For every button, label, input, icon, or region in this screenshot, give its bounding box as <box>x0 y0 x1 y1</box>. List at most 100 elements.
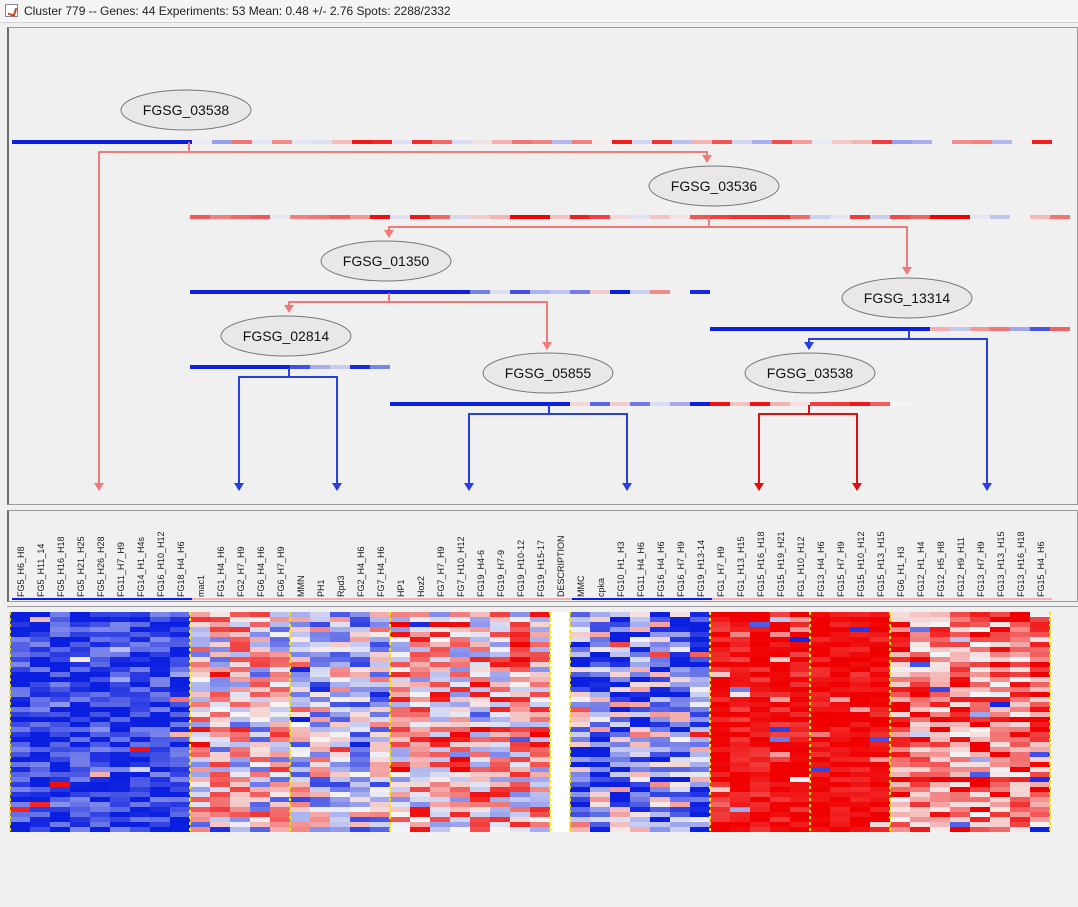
heatmap-cell[interactable] <box>830 777 850 782</box>
heatmap-cell[interactable] <box>770 677 790 682</box>
heatmap-cell[interactable] <box>450 737 470 742</box>
heatmap-cell[interactable] <box>130 732 150 737</box>
heatmap-cell[interactable] <box>730 677 750 682</box>
heatmap-cell[interactable] <box>310 827 330 832</box>
heatmap-cell[interactable] <box>550 632 570 637</box>
heatmap-cell[interactable] <box>910 632 930 637</box>
heatmap-cell[interactable] <box>830 802 850 807</box>
heatmap-cell[interactable] <box>770 642 790 647</box>
heatmap-cell[interactable] <box>930 687 950 692</box>
heatmap-cell[interactable] <box>110 677 130 682</box>
heatmap-cell[interactable] <box>910 722 930 727</box>
heatmap-cell[interactable] <box>750 782 770 787</box>
heatmap-cell[interactable] <box>70 722 90 727</box>
heatmap-cell[interactable] <box>670 717 690 722</box>
heatmap-cell[interactable] <box>290 722 310 727</box>
heatmap-cell[interactable] <box>190 827 210 832</box>
heatmap-cell[interactable] <box>50 787 70 792</box>
heatmap-cell[interactable] <box>690 612 710 617</box>
heatmap-cell[interactable] <box>610 662 630 667</box>
heatmap-cell[interactable] <box>850 647 870 652</box>
heatmap-cell[interactable] <box>1010 822 1030 827</box>
heatmap-cell[interactable] <box>290 757 310 762</box>
heatmap-cell[interactable] <box>970 727 990 732</box>
heatmap-cell[interactable] <box>10 777 30 782</box>
heatmap-cell[interactable] <box>830 627 850 632</box>
heatmap-cell[interactable] <box>570 627 590 632</box>
heatmap-cell[interactable] <box>1030 702 1050 707</box>
heatmap-cell[interactable] <box>110 682 130 687</box>
heatmap-cell[interactable] <box>850 617 870 622</box>
heatmap-cell[interactable] <box>1010 647 1030 652</box>
heatmap-cell[interactable] <box>610 612 630 617</box>
heatmap-cell[interactable] <box>570 727 590 732</box>
heatmap-cell[interactable] <box>1030 782 1050 787</box>
heatmap-cell[interactable] <box>890 722 910 727</box>
heatmap-cell[interactable] <box>970 657 990 662</box>
heatmap-cell[interactable] <box>670 712 690 717</box>
heatmap-cell[interactable] <box>90 762 110 767</box>
heatmap-cell[interactable] <box>250 737 270 742</box>
heatmap-cell[interactable] <box>870 732 890 737</box>
heatmap-cell[interactable] <box>530 687 550 692</box>
heatmap-cell[interactable] <box>850 732 870 737</box>
heatmap-cell[interactable] <box>590 652 610 657</box>
heatmap-cell[interactable] <box>750 702 770 707</box>
heatmap-cell[interactable] <box>650 777 670 782</box>
heatmap-cell[interactable] <box>70 787 90 792</box>
heatmap-cell[interactable] <box>750 792 770 797</box>
heatmap-cell[interactable] <box>730 752 750 757</box>
heatmap-cell[interactable] <box>910 737 930 742</box>
heatmap-cell[interactable] <box>950 727 970 732</box>
heatmap-cell[interactable] <box>890 742 910 747</box>
heatmap-cell[interactable] <box>430 757 450 762</box>
heatmap-cell[interactable] <box>1010 682 1030 687</box>
heatmap-cell[interactable] <box>970 652 990 657</box>
heatmap-cell[interactable] <box>110 782 130 787</box>
heatmap-cell[interactable] <box>790 642 810 647</box>
heatmap-cell[interactable] <box>430 617 450 622</box>
heatmap-cell[interactable] <box>430 772 450 777</box>
heatmap-cell[interactable] <box>250 772 270 777</box>
heatmap-cell[interactable] <box>530 692 550 697</box>
heatmap-cell[interactable] <box>570 732 590 737</box>
heatmap-cell[interactable] <box>610 717 630 722</box>
heatmap-cell[interactable] <box>10 792 30 797</box>
heatmap-cell[interactable] <box>950 662 970 667</box>
heatmap-cell[interactable] <box>410 757 430 762</box>
heatmap-cell[interactable] <box>170 792 190 797</box>
heatmap-cell[interactable] <box>270 722 290 727</box>
heatmap-cell[interactable] <box>270 792 290 797</box>
heatmap-cell[interactable] <box>70 822 90 827</box>
heatmap-cell[interactable] <box>370 722 390 727</box>
heatmap-cell[interactable] <box>730 647 750 652</box>
heatmap-cell[interactable] <box>930 797 950 802</box>
heatmap-cell[interactable] <box>690 657 710 662</box>
heatmap-cell[interactable] <box>1030 787 1050 792</box>
heatmap-cell[interactable] <box>390 677 410 682</box>
heatmap-cell[interactable] <box>30 752 50 757</box>
heatmap-cell[interactable] <box>110 692 130 697</box>
heatmap-cell[interactable] <box>190 712 210 717</box>
heatmap-cell[interactable] <box>450 827 470 832</box>
heatmap-cell[interactable] <box>30 682 50 687</box>
heatmap-cell[interactable] <box>970 687 990 692</box>
heatmap-cell[interactable] <box>630 707 650 712</box>
heatmap-cell[interactable] <box>870 667 890 672</box>
heatmap-cell[interactable] <box>50 742 70 747</box>
heatmap-cell[interactable] <box>30 717 50 722</box>
heatmap-cell[interactable] <box>90 702 110 707</box>
heatmap-cell[interactable] <box>910 682 930 687</box>
heatmap-cell[interactable] <box>190 782 210 787</box>
heatmap-cell[interactable] <box>510 697 530 702</box>
heatmap-cell[interactable] <box>870 617 890 622</box>
heatmap-cell[interactable] <box>530 797 550 802</box>
heatmap-cell[interactable] <box>650 722 670 727</box>
heatmap-cell[interactable] <box>150 767 170 772</box>
heatmap-cell[interactable] <box>190 632 210 637</box>
experiment-label[interactable]: mac1 <box>196 575 206 597</box>
heatmap-cell[interactable] <box>330 667 350 672</box>
heatmap-cell[interactable] <box>870 757 890 762</box>
heatmap-cell[interactable] <box>710 782 730 787</box>
heatmap-cell[interactable] <box>70 737 90 742</box>
